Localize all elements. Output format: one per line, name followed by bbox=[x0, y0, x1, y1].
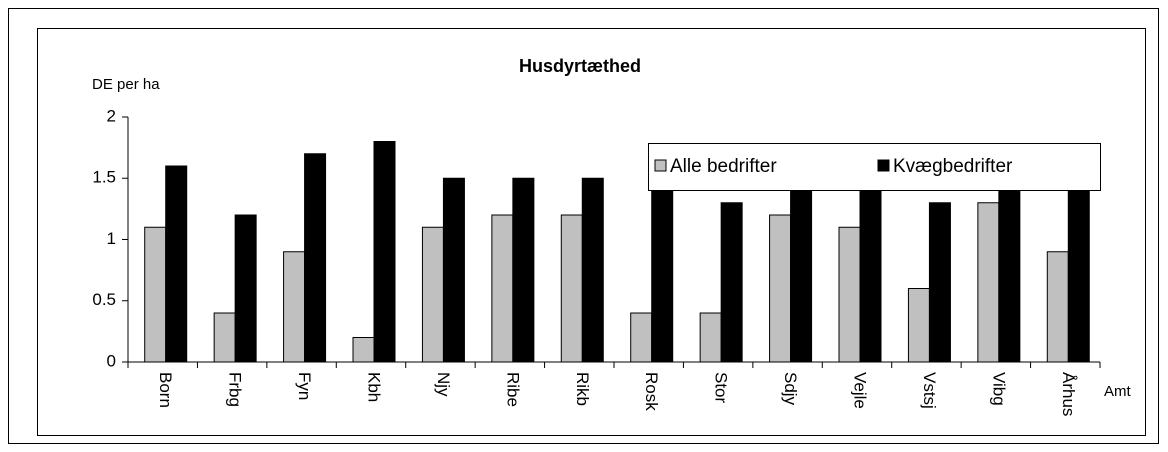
legend-label: Kvægbedrifter bbox=[893, 156, 1013, 177]
y-axis-label: DE per ha bbox=[92, 76, 160, 93]
y-tick-label: 0 bbox=[107, 351, 116, 370]
bar bbox=[977, 202, 1000, 363]
bar bbox=[838, 226, 861, 363]
legend-label: Alle bedrifter bbox=[670, 156, 777, 177]
bar bbox=[998, 177, 1021, 363]
bar bbox=[213, 312, 236, 363]
x-tick-label: Fyn bbox=[295, 372, 314, 400]
bar bbox=[720, 202, 743, 363]
bar bbox=[630, 312, 653, 363]
y-tick-label: 1 bbox=[107, 229, 116, 248]
bar bbox=[907, 288, 930, 363]
y-tick-label: 2 bbox=[107, 106, 116, 125]
bar bbox=[421, 226, 444, 363]
chart-title: Husdyrtæthed bbox=[519, 56, 641, 76]
bar bbox=[699, 312, 722, 363]
x-tick-label: Vstsj bbox=[920, 372, 939, 409]
bar bbox=[581, 177, 604, 363]
bar bbox=[283, 251, 306, 363]
legend-swatch bbox=[877, 159, 890, 172]
bar bbox=[560, 214, 583, 363]
x-tick-label: Vejle bbox=[851, 372, 870, 409]
bar bbox=[651, 190, 674, 363]
bar bbox=[144, 226, 167, 363]
x-tick-label: Vibg bbox=[989, 372, 1008, 406]
x-tick-label: Ribe bbox=[503, 372, 522, 407]
legend-box bbox=[648, 143, 1101, 191]
y-tick-label: 0.5 bbox=[92, 290, 116, 309]
bar bbox=[859, 177, 882, 363]
bar bbox=[790, 190, 813, 363]
x-tick-label: Kbh bbox=[365, 372, 384, 402]
bar bbox=[373, 141, 396, 363]
x-tick-label: Frbg bbox=[226, 372, 245, 407]
x-tick-label: Born bbox=[156, 372, 175, 408]
bar bbox=[491, 214, 514, 363]
bar bbox=[165, 165, 188, 363]
x-tick-label: Stor bbox=[712, 372, 731, 404]
x-tick-label: Njy bbox=[434, 372, 453, 397]
x-tick-label: Sdjy bbox=[781, 372, 800, 406]
bar bbox=[512, 177, 535, 363]
x-tick-label: Århus bbox=[1059, 372, 1078, 416]
bar bbox=[769, 214, 792, 363]
x-tick-label: Rosk bbox=[642, 372, 661, 411]
bar bbox=[928, 202, 951, 363]
x-tick-label: Rikb bbox=[573, 372, 592, 406]
bar bbox=[442, 177, 465, 363]
bar bbox=[304, 153, 327, 363]
x-axis-label: Amt bbox=[1104, 383, 1132, 400]
legend-swatch bbox=[654, 159, 667, 172]
bar bbox=[1046, 251, 1069, 363]
bar bbox=[234, 214, 257, 363]
y-tick-label: 1.5 bbox=[92, 168, 116, 187]
bar bbox=[352, 337, 375, 363]
bar bbox=[1067, 190, 1090, 363]
